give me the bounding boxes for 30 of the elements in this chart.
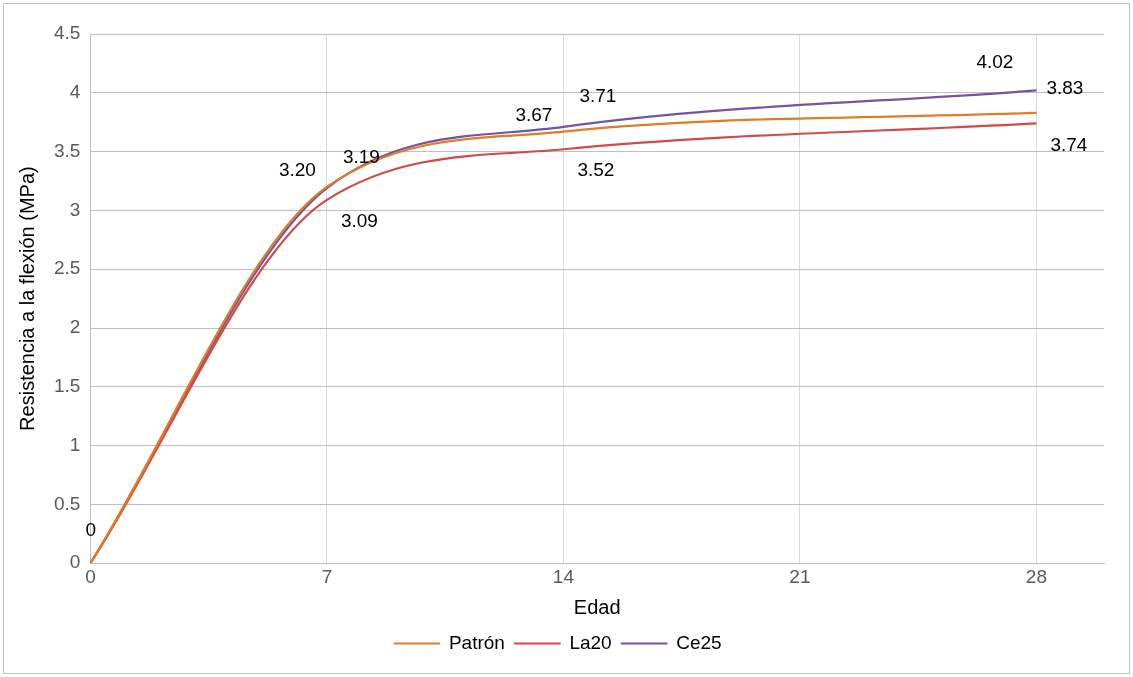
data-label: 3.71 [579, 85, 617, 107]
data-label: 4.02 [976, 50, 1014, 72]
y-tick-label: 2 [69, 316, 81, 338]
data-label: 3.67 [515, 103, 553, 125]
y-tick-label: 4 [69, 81, 81, 103]
y-tick-label: 2.5 [53, 257, 81, 279]
data-label: 3.74 [1050, 133, 1088, 155]
y-axis-title: Resistencia a la flexión (MPa) [15, 166, 38, 431]
x-tick-label: 14 [552, 565, 575, 587]
legend-label: La20 [569, 631, 612, 653]
y-tick-label: 0 [69, 551, 81, 573]
y-tick-label: 3 [69, 198, 81, 220]
y-tick-label: 3.5 [53, 139, 81, 161]
data-label: 0 [85, 519, 96, 541]
y-tick-label: 4.5 [53, 22, 81, 44]
data-label: 3.09 [340, 210, 378, 232]
y-tick-label: 1 [69, 433, 81, 455]
x-axis-title: Edad [573, 595, 621, 618]
x-tick-label: 21 [789, 565, 811, 587]
data-label: 3.83 [1046, 77, 1084, 99]
data-label: 3.20 [278, 159, 316, 181]
y-tick-label: 1.5 [53, 375, 81, 397]
x-tick-label: 0 [85, 565, 96, 587]
y-tick-label: 0.5 [53, 492, 81, 514]
data-label: 3.52 [577, 159, 615, 181]
x-tick-label: 7 [321, 565, 333, 587]
x-tick-label: 28 [1025, 565, 1047, 587]
data-label: 3.19 [342, 146, 380, 168]
legend-label: Ce25 [676, 631, 722, 653]
legend-label: Patrón [448, 631, 505, 653]
